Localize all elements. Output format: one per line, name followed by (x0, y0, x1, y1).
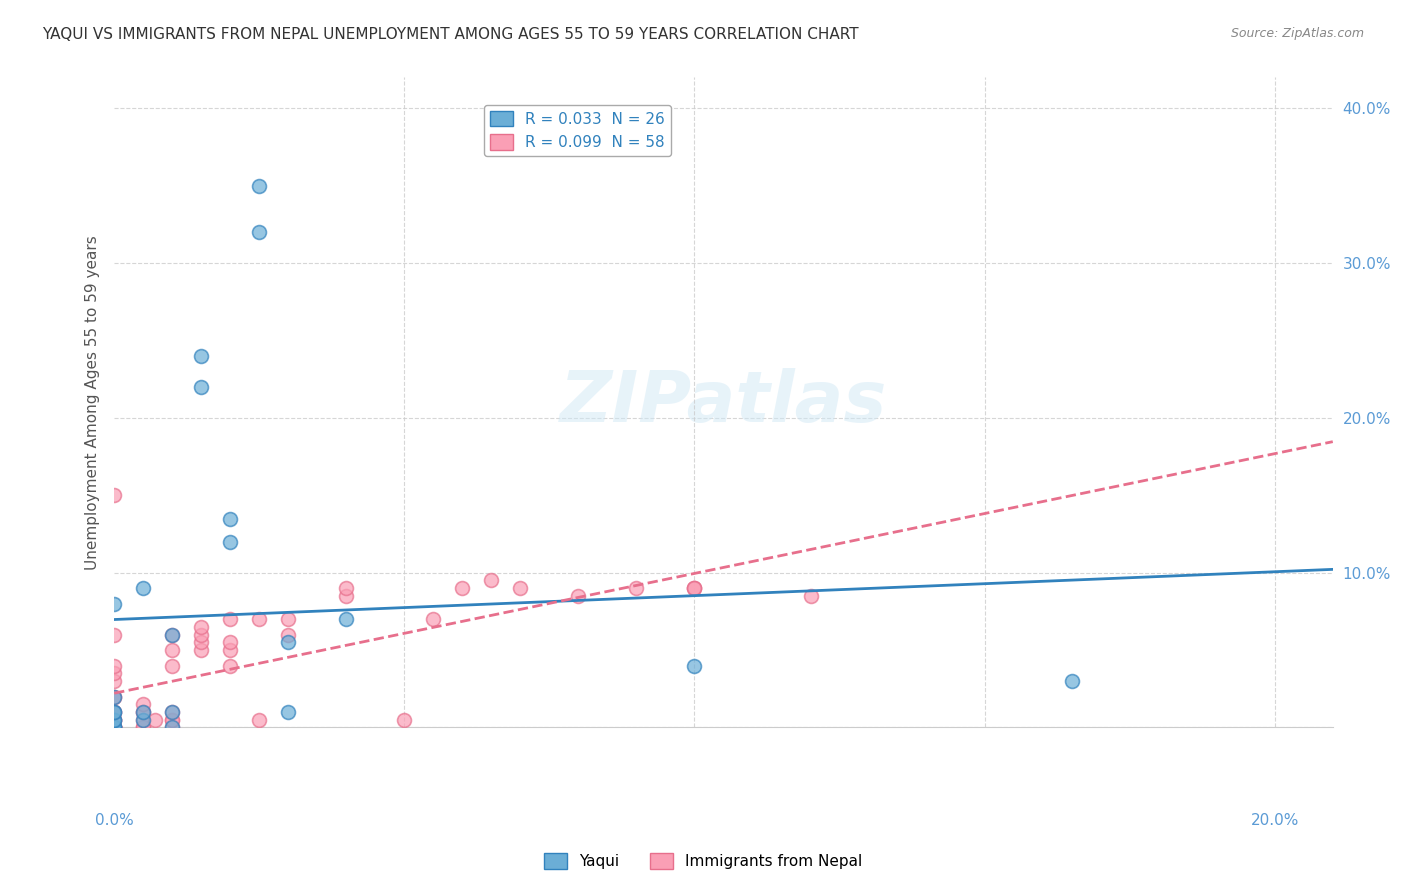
Immigrants from Nepal (190, 643, 212, 657)
Yaqui (160, 705, 183, 719)
Yaqui (103, 721, 125, 735)
Immigrants from Nepal (103, 690, 125, 704)
Y-axis label: Unemployment Among Ages 55 to 59 years: Unemployment Among Ages 55 to 59 years (86, 235, 100, 570)
Yaqui (1060, 673, 1083, 688)
Yaqui (103, 713, 125, 727)
Immigrants from Nepal (103, 721, 125, 735)
Yaqui (103, 713, 125, 727)
Immigrants from Nepal (683, 581, 706, 595)
Immigrants from Nepal (132, 721, 155, 735)
Immigrants from Nepal (451, 581, 474, 595)
Immigrants from Nepal (103, 673, 125, 688)
Immigrants from Nepal (103, 721, 125, 735)
Yaqui (683, 658, 706, 673)
Immigrants from Nepal (132, 698, 155, 712)
Immigrants from Nepal (160, 713, 183, 727)
Immigrants from Nepal (219, 612, 242, 626)
Yaqui (219, 534, 242, 549)
Immigrants from Nepal (103, 666, 125, 681)
Immigrants from Nepal (160, 713, 183, 727)
Immigrants from Nepal (247, 612, 270, 626)
Immigrants from Nepal (103, 488, 125, 502)
Yaqui (160, 627, 183, 641)
Immigrants from Nepal (683, 581, 706, 595)
Immigrants from Nepal (509, 581, 531, 595)
Immigrants from Nepal (567, 589, 589, 603)
Immigrants from Nepal (335, 581, 357, 595)
Immigrants from Nepal (103, 721, 125, 735)
Immigrants from Nepal (219, 643, 242, 657)
Yaqui (335, 612, 357, 626)
Yaqui (219, 511, 242, 525)
Text: YAQUI VS IMMIGRANTS FROM NEPAL UNEMPLOYMENT AMONG AGES 55 TO 59 YEARS CORRELATIO: YAQUI VS IMMIGRANTS FROM NEPAL UNEMPLOYM… (42, 27, 859, 42)
Immigrants from Nepal (160, 643, 183, 657)
Immigrants from Nepal (103, 721, 125, 735)
Yaqui (103, 597, 125, 611)
Immigrants from Nepal (422, 612, 444, 626)
Immigrants from Nepal (190, 620, 212, 634)
Yaqui (190, 380, 212, 394)
Immigrants from Nepal (277, 612, 299, 626)
Immigrants from Nepal (132, 705, 155, 719)
Text: ZIPatlas: ZIPatlas (560, 368, 887, 437)
Immigrants from Nepal (160, 705, 183, 719)
Immigrants from Nepal (277, 627, 299, 641)
Legend: Yaqui, Immigrants from Nepal: Yaqui, Immigrants from Nepal (537, 847, 869, 875)
Immigrants from Nepal (103, 658, 125, 673)
Yaqui (103, 705, 125, 719)
Immigrants from Nepal (103, 705, 125, 719)
Yaqui (103, 721, 125, 735)
Yaqui (247, 178, 270, 193)
Immigrants from Nepal (190, 635, 212, 649)
Legend: R = 0.033  N = 26, R = 0.099  N = 58: R = 0.033 N = 26, R = 0.099 N = 58 (484, 104, 671, 156)
Immigrants from Nepal (335, 589, 357, 603)
Yaqui (277, 635, 299, 649)
Immigrants from Nepal (799, 589, 821, 603)
Immigrants from Nepal (132, 721, 155, 735)
Immigrants from Nepal (103, 713, 125, 727)
Immigrants from Nepal (103, 721, 125, 735)
Yaqui (190, 349, 212, 363)
Yaqui (103, 690, 125, 704)
Yaqui (247, 225, 270, 239)
Immigrants from Nepal (219, 635, 242, 649)
Yaqui (160, 721, 183, 735)
Immigrants from Nepal (160, 627, 183, 641)
Yaqui (132, 705, 155, 719)
Immigrants from Nepal (394, 713, 416, 727)
Immigrants from Nepal (626, 581, 648, 595)
Text: 20.0%: 20.0% (1250, 813, 1299, 828)
Immigrants from Nepal (103, 721, 125, 735)
Immigrants from Nepal (103, 713, 125, 727)
Immigrants from Nepal (190, 627, 212, 641)
Immigrants from Nepal (103, 713, 125, 727)
Immigrants from Nepal (219, 658, 242, 673)
Yaqui (103, 721, 125, 735)
Yaqui (132, 581, 155, 595)
Text: Source: ZipAtlas.com: Source: ZipAtlas.com (1230, 27, 1364, 40)
Immigrants from Nepal (103, 690, 125, 704)
Immigrants from Nepal (143, 713, 166, 727)
Immigrants from Nepal (683, 581, 706, 595)
Immigrants from Nepal (479, 574, 502, 588)
Immigrants from Nepal (103, 627, 125, 641)
Yaqui (277, 705, 299, 719)
Immigrants from Nepal (132, 713, 155, 727)
Immigrants from Nepal (132, 705, 155, 719)
Immigrants from Nepal (247, 713, 270, 727)
Immigrants from Nepal (103, 721, 125, 735)
Immigrants from Nepal (160, 721, 183, 735)
Immigrants from Nepal (160, 658, 183, 673)
Text: 0.0%: 0.0% (94, 813, 134, 828)
Yaqui (132, 713, 155, 727)
Immigrants from Nepal (103, 705, 125, 719)
Yaqui (103, 705, 125, 719)
